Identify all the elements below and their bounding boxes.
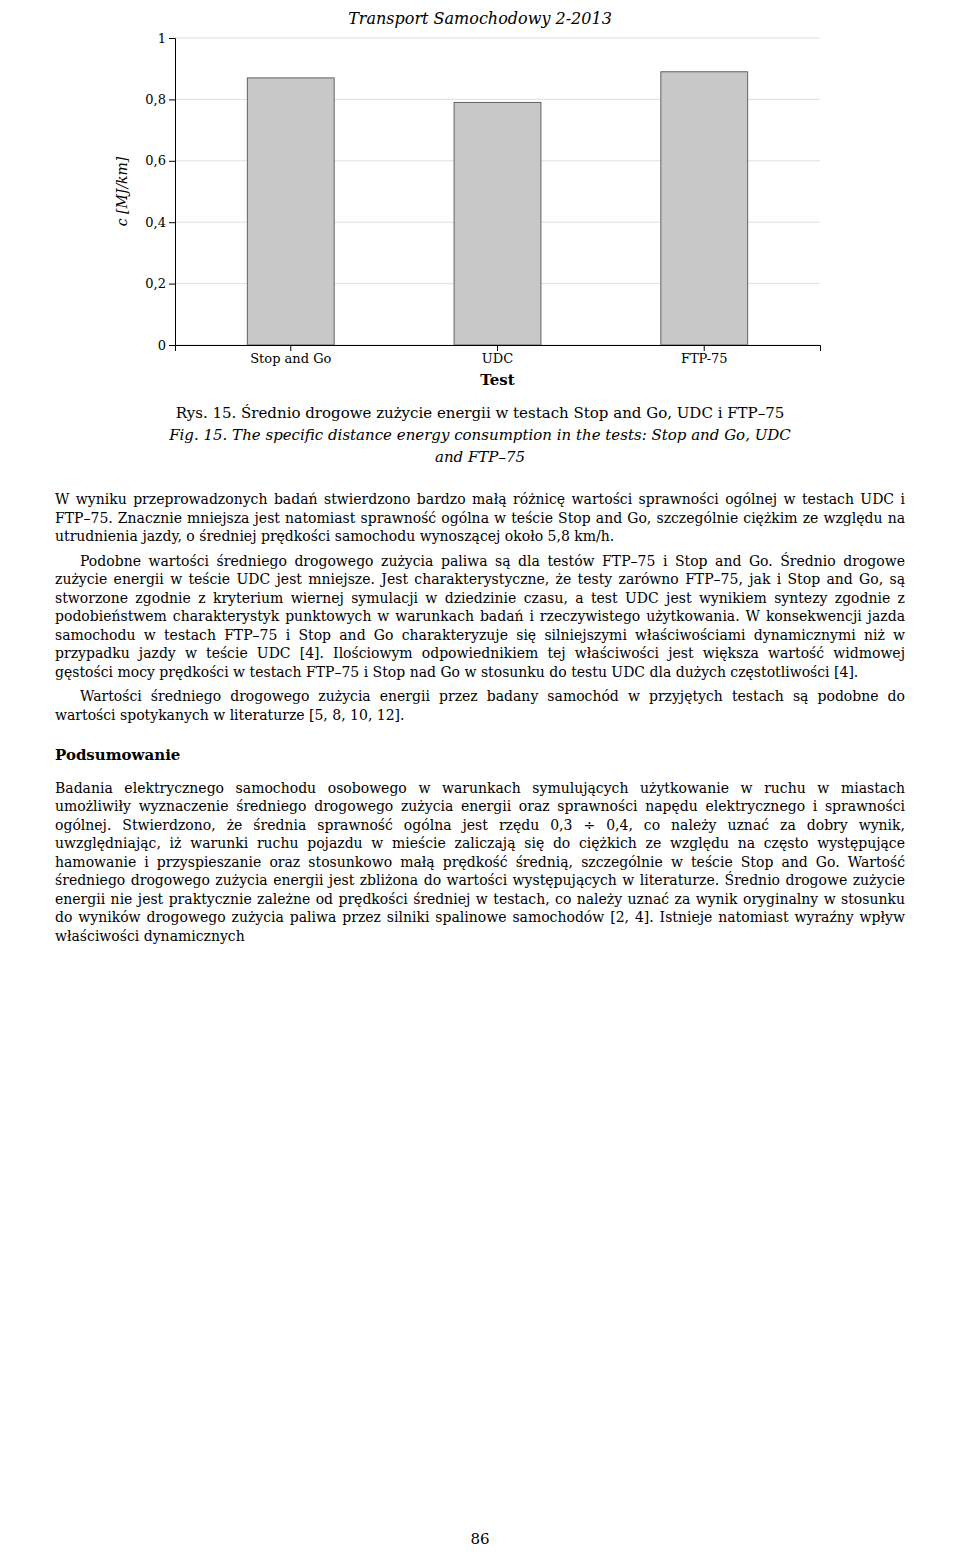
- y-tick-label: 0,4: [145, 215, 166, 230]
- x-tick: UDC: [482, 345, 513, 366]
- x-tick: Stop and Go: [250, 345, 331, 366]
- y-tick: 0: [158, 338, 175, 353]
- paragraph: Badania elektrycznego samochodu osoboweg…: [55, 779, 905, 946]
- y-tick-label: 0: [158, 338, 166, 353]
- y-axis-line: [169, 39, 176, 346]
- x-axis: Stop and Go UDC FTP-75: [176, 345, 821, 366]
- x-tick-label: UDC: [482, 351, 513, 366]
- caption-line: Rys. 15. Średnio drogowe zużycie energii…: [0, 402, 960, 424]
- y-tick-mark: [169, 222, 175, 223]
- x-tick-label: Stop and Go: [250, 351, 331, 366]
- y-tick: 0,6: [145, 153, 175, 168]
- header: Transport Samochodowy 2-2013: [348, 9, 612, 28]
- x-tick: FTP-75: [681, 345, 728, 366]
- y-axis-title: c [MJ/km]: [114, 156, 130, 226]
- page: Transport Samochodowy 2-2013 0 0,2 0,4 0,6 0,…: [0, 0, 960, 1559]
- y-tick-label: 0,2: [145, 276, 166, 291]
- x-tick-mark: [704, 345, 705, 351]
- paragraph: W wyniku przeprowadzonych badań stwierdz…: [55, 490, 905, 546]
- y-tick-label: 1: [158, 31, 166, 46]
- x-axis-title: Test: [480, 371, 514, 389]
- section-title: Podsumowanie: [55, 746, 905, 765]
- y-tick: 1: [158, 31, 175, 46]
- y-tick-label: 0,6: [145, 153, 166, 168]
- bar: [661, 72, 748, 345]
- y-tick-label: 0,8: [145, 92, 166, 107]
- y-tick-mark: [169, 284, 175, 285]
- x-axis-line: [176, 346, 821, 352]
- y-tick-mark: [169, 99, 175, 100]
- body-text: W wyniku przeprowadzonych badań stwierdz…: [55, 490, 905, 951]
- y-tick-mark: [169, 161, 175, 162]
- y-tick-mark: [169, 38, 175, 39]
- caption: Rys. 15. Średnio drogowe zużycie energii…: [0, 402, 960, 468]
- x-tick-mark: [497, 345, 498, 351]
- x-tick-label: FTP-75: [681, 351, 728, 366]
- y-axis: 0 0,2 0,4 0,6 0,8 1: [145, 31, 175, 353]
- caption-line: Fig. 15. The specific distance energy co…: [0, 424, 960, 446]
- paragraph: Podobne wartości średniego drogowego zuż…: [55, 552, 905, 682]
- page-number: 86: [0, 1530, 960, 1548]
- paragraph: Wartości średniego drogowego zużycia ene…: [55, 687, 905, 724]
- grid: [175, 38, 820, 345]
- y-tick: 0,8: [145, 92, 175, 107]
- grid-line: [175, 38, 820, 39]
- bar: [454, 102, 541, 345]
- y-tick-mark: [169, 345, 175, 346]
- caption-line: and FTP–75: [0, 446, 960, 468]
- bars: [247, 72, 747, 345]
- y-tick: 0,2: [145, 276, 175, 291]
- bar: [247, 78, 334, 345]
- x-tick-mark: [290, 345, 291, 351]
- y-tick: 0,4: [145, 215, 175, 230]
- chart: Transport Samochodowy 2-2013 0 0,2 0,4 0,6 0,…: [0, 0, 960, 395]
